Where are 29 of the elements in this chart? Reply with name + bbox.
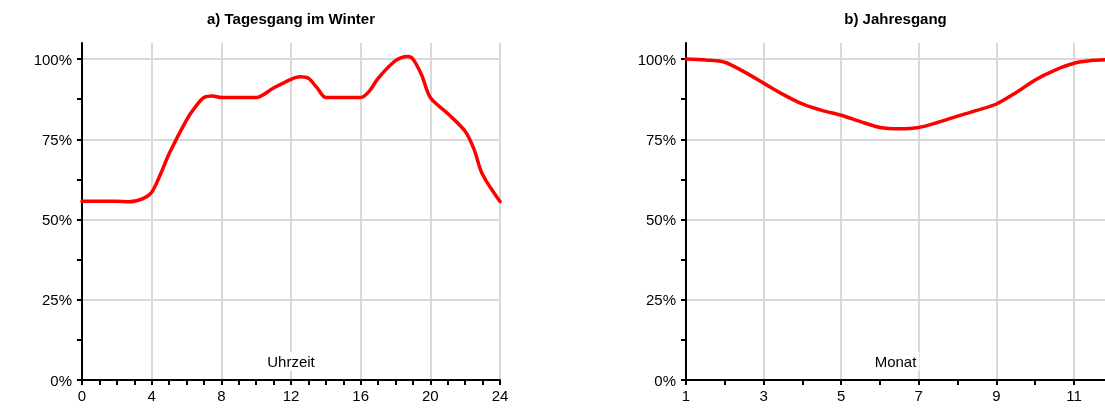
y-tick-label: 75% bbox=[645, 130, 676, 148]
x-tick-label: 3 bbox=[759, 387, 768, 404]
y-tick-label: 0% bbox=[654, 371, 676, 389]
x-tick-label: 9 bbox=[992, 387, 1001, 404]
x-tick-label: 16 bbox=[352, 387, 370, 404]
line-series bbox=[684, 57, 1105, 131]
y-tick-label: 100% bbox=[33, 50, 72, 68]
x-tick-label: 0 bbox=[77, 387, 87, 404]
chart-title: b) Jahresgang bbox=[844, 10, 947, 27]
y-tick-label: 100% bbox=[637, 50, 676, 68]
x-tick-label: 8 bbox=[217, 387, 226, 404]
x-tick-label: 4 bbox=[147, 387, 156, 404]
y-tick-label: 0% bbox=[50, 371, 72, 389]
x-tick-label: 7 bbox=[914, 387, 923, 404]
x-tick-label: 24 bbox=[491, 387, 509, 404]
y-tick-label: 50% bbox=[645, 211, 676, 229]
y-tick-label: 50% bbox=[41, 211, 72, 229]
chart-title: a) Tagesgang im Winter bbox=[207, 10, 376, 27]
x-axis-title: Monat bbox=[874, 353, 918, 370]
line-series bbox=[80, 54, 502, 204]
x-tick-label: 5 bbox=[837, 387, 846, 404]
x-tick-label: 12 bbox=[282, 387, 300, 404]
x-tick-label: 11 bbox=[1066, 387, 1082, 404]
x-tick-label: 20 bbox=[421, 387, 439, 404]
x-tick-label: 1 bbox=[681, 387, 691, 404]
y-tick-label: 25% bbox=[645, 291, 676, 309]
y-tick-label: 75% bbox=[41, 130, 72, 148]
y-tick-label: 25% bbox=[41, 291, 72, 309]
x-axis-title: Uhrzeit bbox=[267, 353, 316, 370]
